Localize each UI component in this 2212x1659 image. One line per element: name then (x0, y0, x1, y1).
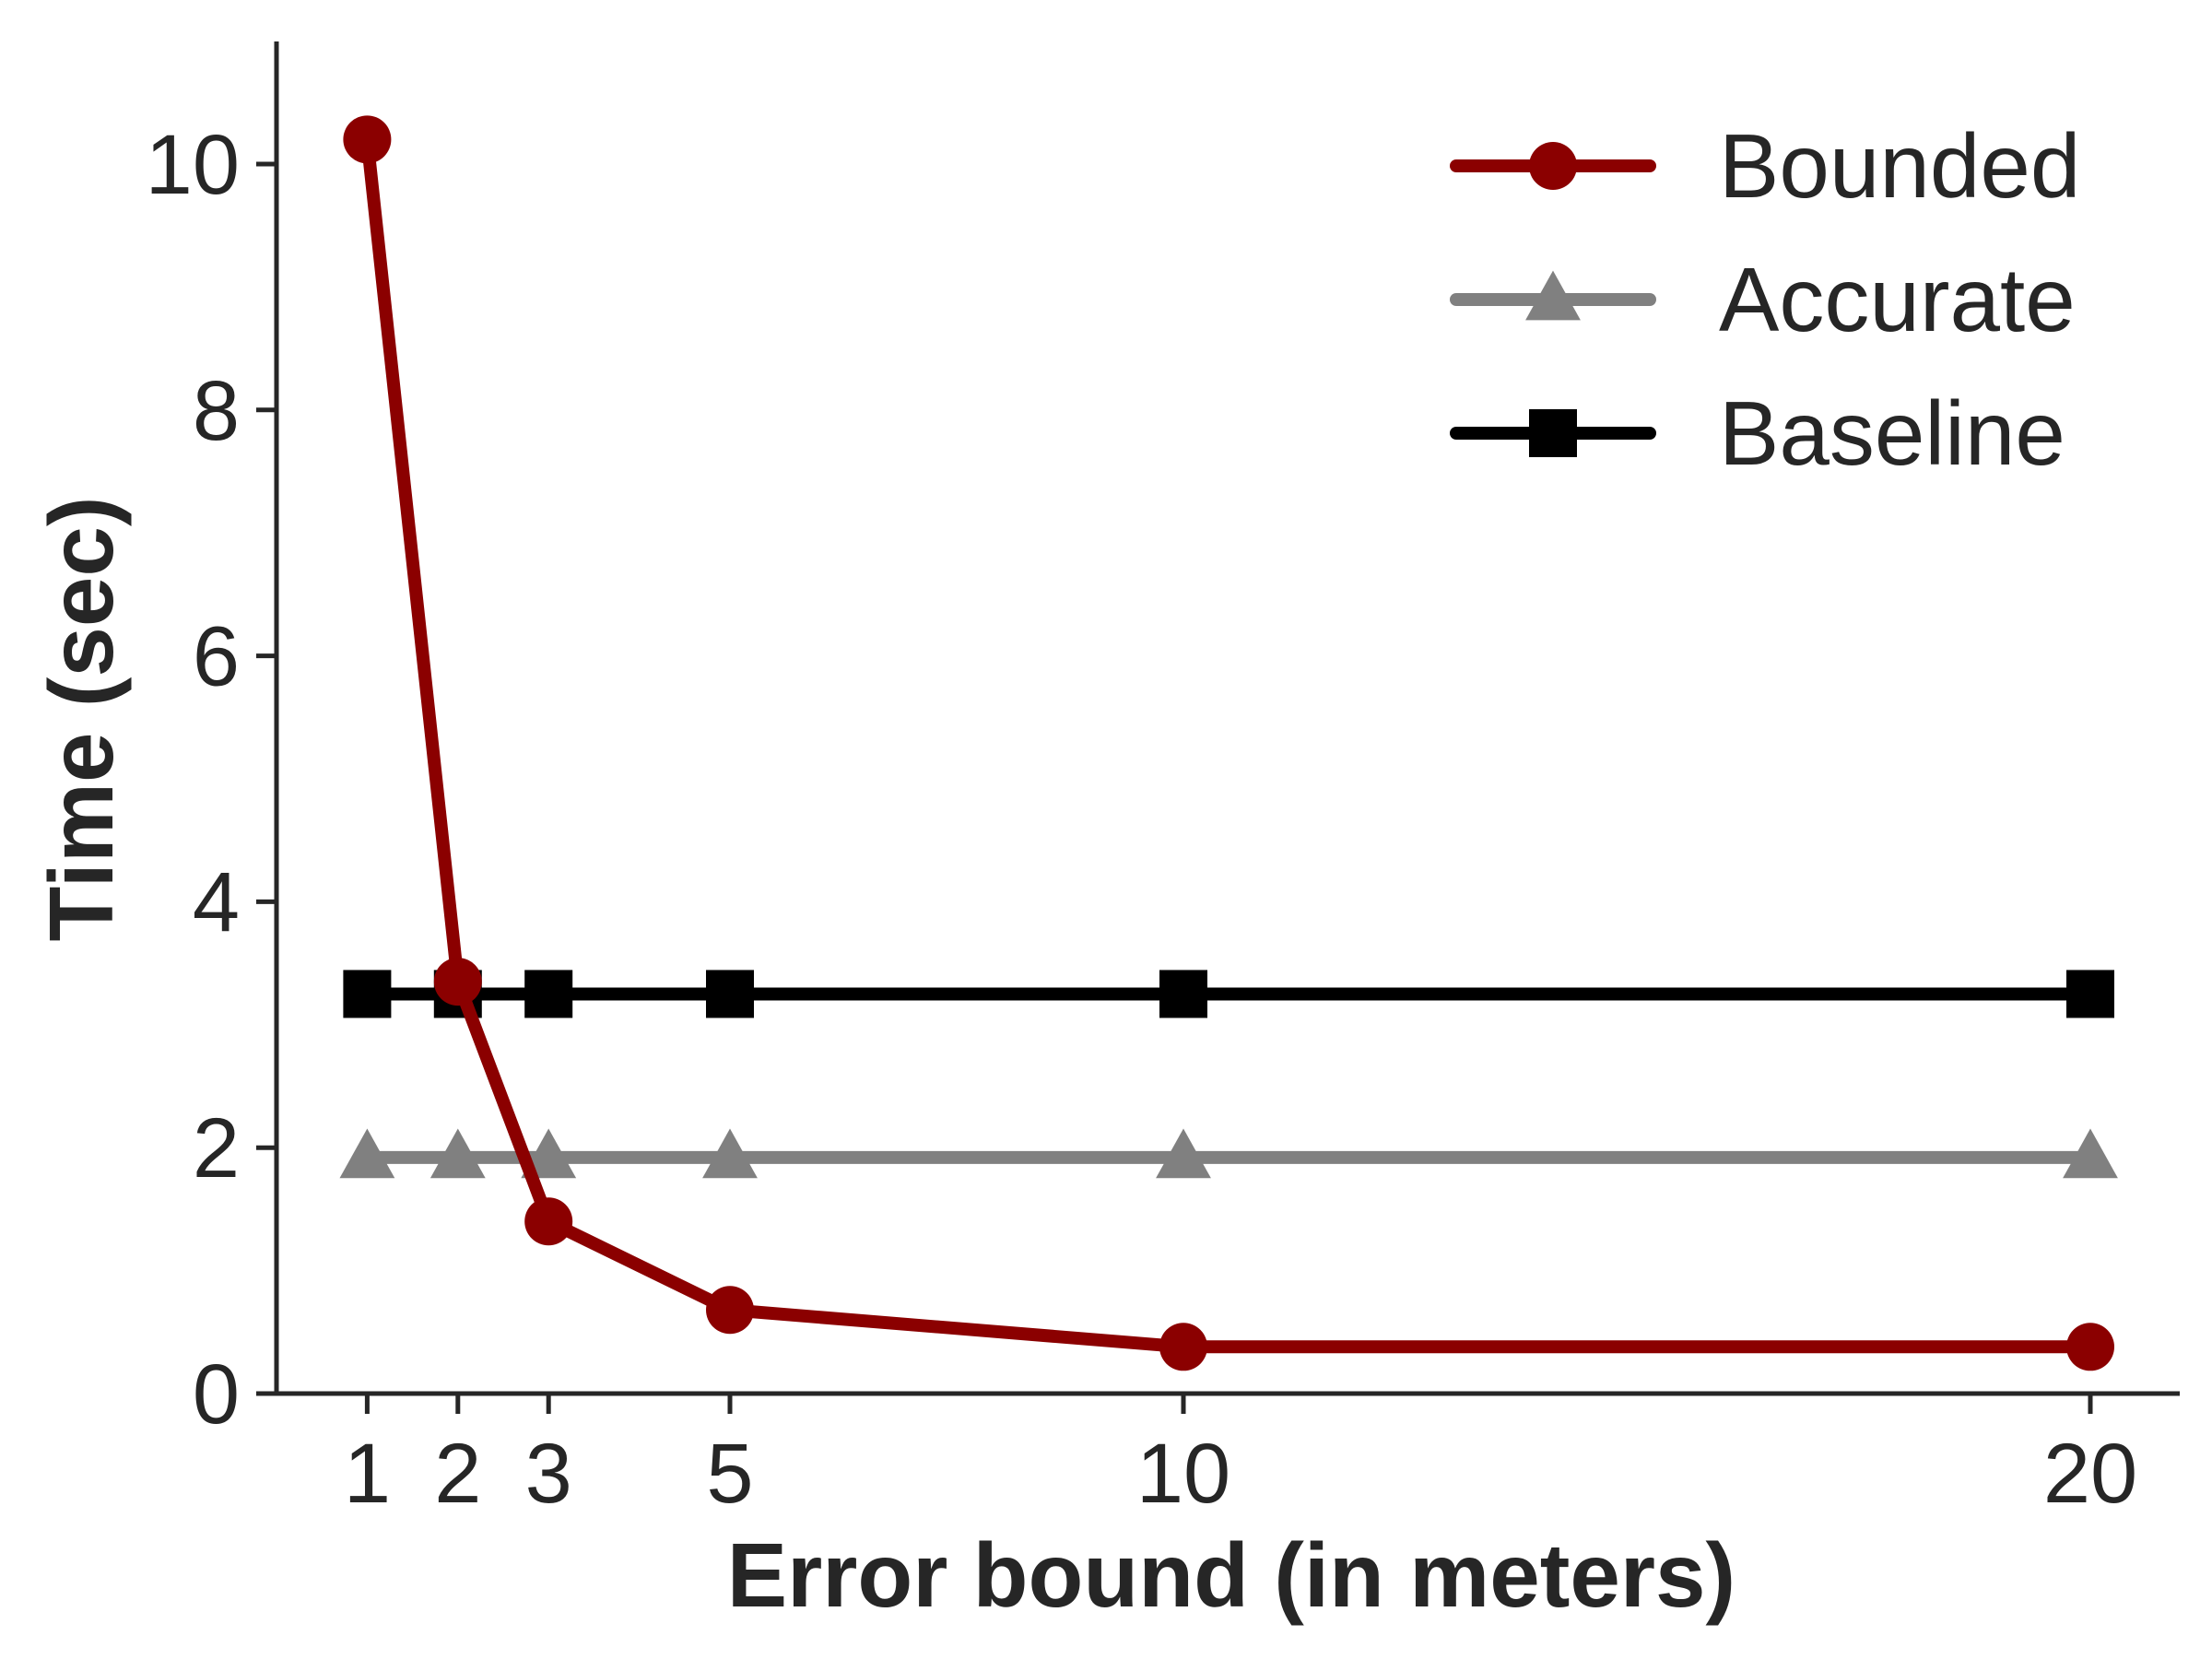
series-accurate (339, 1128, 2118, 1179)
data-point-accurate (429, 1128, 486, 1179)
y-tick-label: 8 (193, 364, 240, 458)
data-point-bounded (1159, 1323, 1207, 1371)
series-baseline (343, 970, 2114, 1018)
x-tick-label: 1 (344, 1427, 391, 1521)
legend-marker-baseline (1529, 409, 1577, 457)
data-point-accurate (702, 1128, 758, 1179)
y-tick-label: 0 (193, 1347, 240, 1441)
data-point-accurate (521, 1128, 577, 1179)
series-bounded (343, 115, 2114, 1371)
y-axis-title: Time (sec) (30, 497, 132, 942)
y-tick-label: 4 (193, 855, 240, 949)
y-tick-label: 2 (193, 1101, 240, 1195)
data-point-accurate (339, 1128, 395, 1179)
legend: Bounded Accurate Baseline (1450, 115, 2080, 484)
y-ticks: 0 2 4 6 8 10 (146, 118, 276, 1441)
y-tick-label: 10 (146, 118, 240, 212)
data-point-baseline (524, 970, 573, 1018)
legend-item-accurate: Accurate (1450, 249, 2076, 350)
legend-label-accurate: Accurate (1719, 249, 2076, 350)
x-tick-label: 3 (525, 1427, 572, 1521)
data-point-baseline (343, 970, 392, 1018)
data-point-bounded (343, 115, 392, 164)
legend-item-baseline: Baseline (1450, 382, 2065, 484)
data-point-bounded (524, 1197, 573, 1246)
data-point-baseline (2066, 970, 2114, 1018)
y-tick-label: 6 (193, 610, 240, 704)
axes (274, 41, 2180, 1396)
data-point-bounded (2066, 1323, 2114, 1371)
x-axis-title: Error bound (in meters) (727, 1524, 1735, 1626)
series-layer (339, 115, 2118, 1371)
legend-label-bounded: Bounded (1719, 115, 2080, 217)
x-tick-label: 20 (2043, 1427, 2137, 1521)
x-ticks: 1 2 3 5 10 20 (344, 1394, 2137, 1521)
data-point-accurate (2063, 1128, 2118, 1179)
data-point-bounded (706, 1286, 754, 1335)
series-line-bounded (360, 133, 2097, 1354)
x-tick-label: 10 (1136, 1427, 1230, 1521)
legend-marker-accurate (1525, 270, 1581, 321)
x-tick-label: 5 (706, 1427, 753, 1521)
data-point-accurate (1156, 1128, 1211, 1179)
legend-label-baseline: Baseline (1719, 382, 2065, 484)
data-point-baseline (706, 970, 754, 1018)
legend-item-bounded: Bounded (1450, 115, 2080, 217)
data-point-bounded (433, 958, 482, 1006)
legend-marker-bounded (1529, 142, 1577, 190)
data-point-baseline (1159, 970, 1207, 1018)
x-tick-label: 2 (434, 1427, 481, 1521)
